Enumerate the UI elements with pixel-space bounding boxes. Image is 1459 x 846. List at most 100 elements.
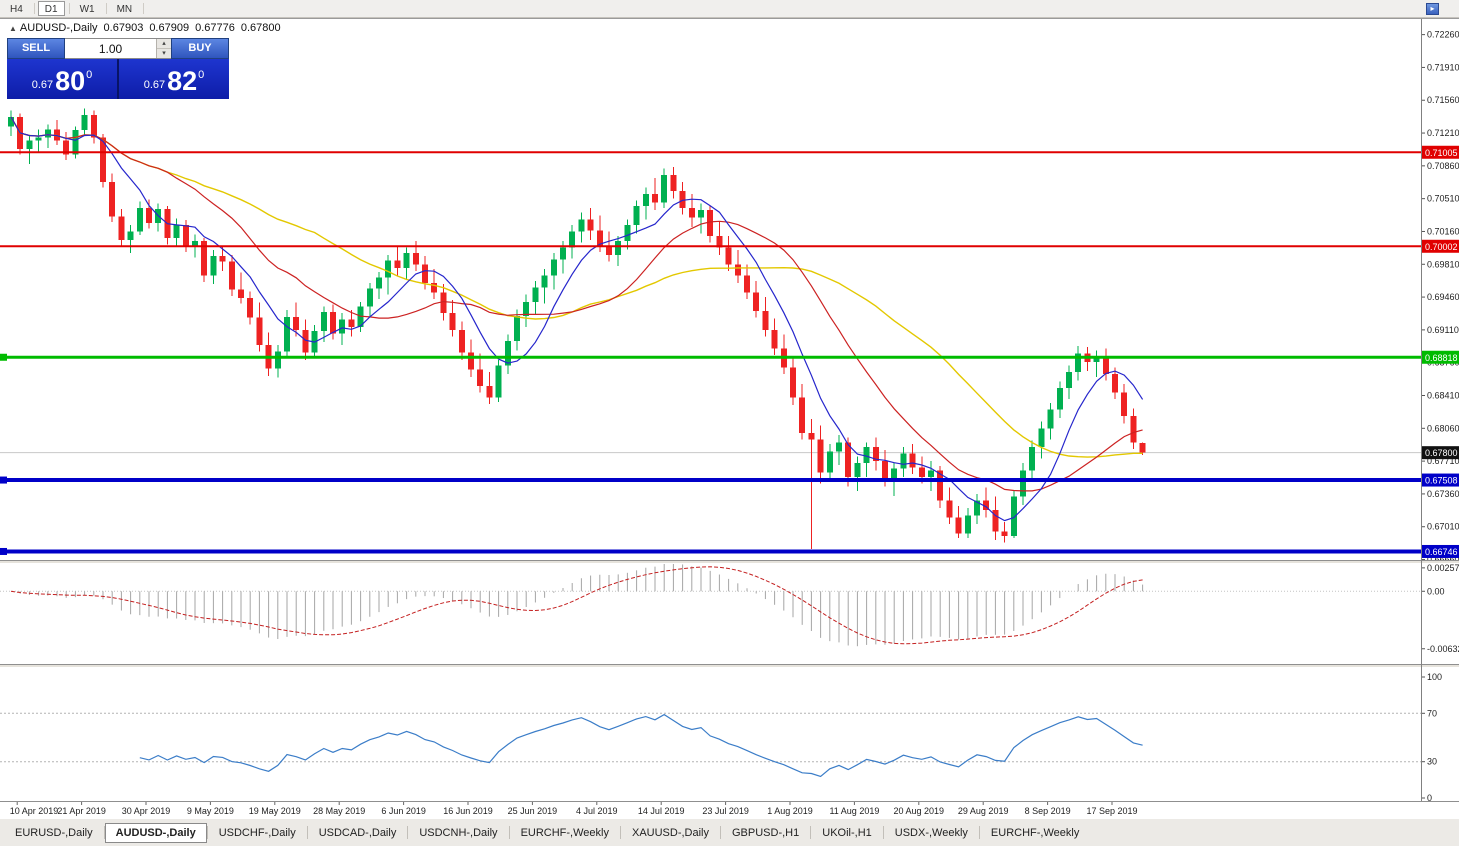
sell-price-display[interactable]: 0.67 80 0 (7, 59, 117, 99)
chart-canvas[interactable]: MACD(12,26,9)0.0007300.001666 RSI(14)42.… (0, 19, 1459, 819)
tab-separator (407, 826, 409, 839)
svg-text:0.69110: 0.69110 (1427, 325, 1459, 335)
ohlc-high: 0.67909 (149, 22, 190, 34)
volume-value: 1.00 (98, 41, 123, 56)
svg-text:14 Jul 2019: 14 Jul 2019 (638, 806, 685, 816)
svg-text:1 Aug 2019: 1 Aug 2019 (767, 806, 813, 816)
chart-tab-audusd-daily[interactable]: AUDUSD-,Daily (104, 822, 207, 843)
chart-header: ▲ AUDUSD-,Daily 0.67903 0.67909 0.67776 0.678… (9, 22, 281, 34)
macd-signal-line (10, 566, 1143, 645)
timeframe-mn[interactable]: MN (116, 4, 133, 15)
svg-text:8 Sep 2019: 8 Sep 2019 (1025, 806, 1071, 816)
svg-text:17 Sep 2019: 17 Sep 2019 (1086, 806, 1137, 816)
sell-price-pips: 80 (55, 66, 86, 96)
chart-tab-xauusd-daily[interactable]: XAUUSD-,Daily (631, 826, 709, 839)
date-axis[interactable]: 10 Apr 2019 21 Apr 2019 30 Apr 2019 9 May 2… (10, 802, 1138, 816)
chart-tab-usdchf-daily[interactable]: USDCHF-,Daily (218, 826, 296, 839)
tab-separator (978, 826, 980, 839)
svg-text:0.002574: 0.002574 (1427, 563, 1459, 573)
chart-tab-ukoil-h1[interactable]: UKOil-,H1 (822, 826, 872, 839)
svg-text:23 Jul 2019: 23 Jul 2019 (702, 806, 749, 816)
svg-text:0.67508: 0.67508 (1425, 476, 1458, 486)
svg-text:0.66660: 0.66660 (1427, 555, 1459, 565)
sell-price-point: 0 (86, 69, 93, 81)
chart-shift-icon[interactable]: ▸ (1426, 3, 1439, 15)
timeframe-w1[interactable]: W1 (79, 4, 95, 15)
tab-separator (306, 826, 308, 839)
moving-averages (10, 116, 1144, 522)
rsi-line (139, 713, 1143, 778)
ohlc-open: 0.67903 (103, 22, 144, 34)
top-toolbar: H4 D1 W1 MN ▸ (0, 0, 1459, 18)
buy-price-display[interactable]: 0.67 82 0 (119, 59, 229, 99)
svg-text:0.71210: 0.71210 (1427, 128, 1459, 138)
chart-tab-usdcad-daily[interactable]: USDCAD-,Daily (318, 826, 397, 839)
svg-text:4 Jul 2019: 4 Jul 2019 (576, 806, 618, 816)
svg-text:28 May 2019: 28 May 2019 (313, 806, 365, 816)
svg-text:-0.006324: -0.006324 (1427, 644, 1459, 654)
svg-text:0.72260: 0.72260 (1427, 30, 1459, 40)
volume-up-icon[interactable]: ▴ (157, 39, 171, 49)
macd-panel: 0.002574 0.00 -0.006324 (0, 563, 1459, 654)
chart-background (0, 19, 1459, 819)
svg-text:0.70510: 0.70510 (1427, 194, 1459, 204)
svg-text:19 May 2019: 19 May 2019 (249, 806, 301, 816)
macd-histogram (19, 564, 1144, 647)
svg-text:21 Apr 2019: 21 Apr 2019 (57, 806, 106, 816)
ma-mid-line (10, 116, 1143, 492)
toolbar-separator (105, 3, 107, 14)
svg-text:0.71560: 0.71560 (1427, 95, 1459, 105)
svg-text:0.68410: 0.68410 (1427, 390, 1459, 400)
tab-separator (206, 826, 208, 839)
svg-text:6 Jun 2019: 6 Jun 2019 (381, 806, 426, 816)
svg-text:25 Jun 2019: 25 Jun 2019 (508, 806, 558, 816)
price-divider (117, 59, 119, 99)
panel-separators[interactable] (0, 560, 1459, 802)
buy-price-prefix: 0.67 (143, 79, 166, 91)
sell-button[interactable]: SELL (7, 38, 65, 59)
ma-fast-line (10, 116, 1144, 522)
timeframe-h4[interactable]: H4 (10, 4, 23, 15)
chart-tab-bar: EURUSD-,Daily AUDUSD-,Daily USDCHF-,Daily U… (0, 818, 1459, 846)
svg-text:0.67800: 0.67800 (1425, 448, 1458, 458)
ma-slow-line (10, 116, 1143, 458)
svg-text:0.67710: 0.67710 (1427, 456, 1459, 466)
svg-text:0.71910: 0.71910 (1427, 62, 1459, 72)
one-click-trading-panel: SELL 1.00 ▴ ▾ BUY 0.67 80 0 0.67 82 0 (7, 38, 229, 99)
rsi-panel: 100 70 30 0 (0, 672, 1442, 803)
toolbar-separator (143, 3, 145, 14)
volume-down-icon[interactable]: ▾ (157, 49, 171, 58)
ohlc-low: 0.67776 (195, 22, 235, 34)
svg-text:0.71005: 0.71005 (1425, 148, 1458, 158)
chart-tab-usdcnh-daily[interactable]: USDCNH-,Daily (419, 826, 498, 839)
chart-tab-eurusd-daily[interactable]: EURUSD-,Daily (15, 826, 93, 839)
horizontal-lines[interactable]: 0.71005 0.70002 0.68818 0.67508 0.66746 (0, 145, 1459, 558)
volume-input[interactable]: 1.00 ▴ ▾ (65, 38, 171, 59)
chart-tab-gbpusd-h1[interactable]: GBPUSD-,H1 (732, 826, 800, 839)
chart-tab-usdx-weekly[interactable]: USDX-,Weekly (894, 826, 968, 839)
svg-text:30 Apr 2019: 30 Apr 2019 (122, 806, 171, 816)
hline-edge-marker (0, 476, 7, 484)
svg-text:20 Aug 2019: 20 Aug 2019 (894, 806, 945, 816)
ohlc-close: 0.67800 (240, 22, 281, 34)
chart-tab-eurchf-weekly[interactable]: EURCHF-,Weekly (520, 826, 609, 839)
svg-text:70: 70 (1427, 708, 1437, 718)
timeframe-d1[interactable]: D1 (37, 1, 65, 16)
buy-price-point: 0 (198, 69, 205, 81)
svg-text:100: 100 (1427, 672, 1442, 682)
svg-text:0.69810: 0.69810 (1427, 259, 1459, 269)
svg-text:0.68060: 0.68060 (1427, 423, 1459, 433)
volume-spinner[interactable]: ▴ ▾ (156, 39, 171, 58)
svg-text:0.69460: 0.69460 (1427, 292, 1459, 302)
chart-tab-eurchf-weekly[interactable]: EURCHF-,Weekly (990, 826, 1080, 839)
hline-edge-marker (0, 353, 7, 361)
trade-panel-collapse-icon[interactable]: ▲ (9, 24, 17, 33)
current-price-line: 0.67800 (0, 446, 1459, 460)
buy-price-pips: 82 (167, 66, 198, 96)
chart-window: ▲ AUDUSD-,Daily 0.67903 0.67909 0.67776 0.678… (0, 18, 1459, 819)
sell-price-prefix: 0.67 (31, 79, 54, 91)
svg-text:10 Apr 2019: 10 Apr 2019 (10, 806, 59, 816)
svg-text:0.68818: 0.68818 (1425, 353, 1458, 363)
svg-text:0.67010: 0.67010 (1427, 522, 1459, 532)
buy-button[interactable]: BUY (171, 38, 229, 59)
